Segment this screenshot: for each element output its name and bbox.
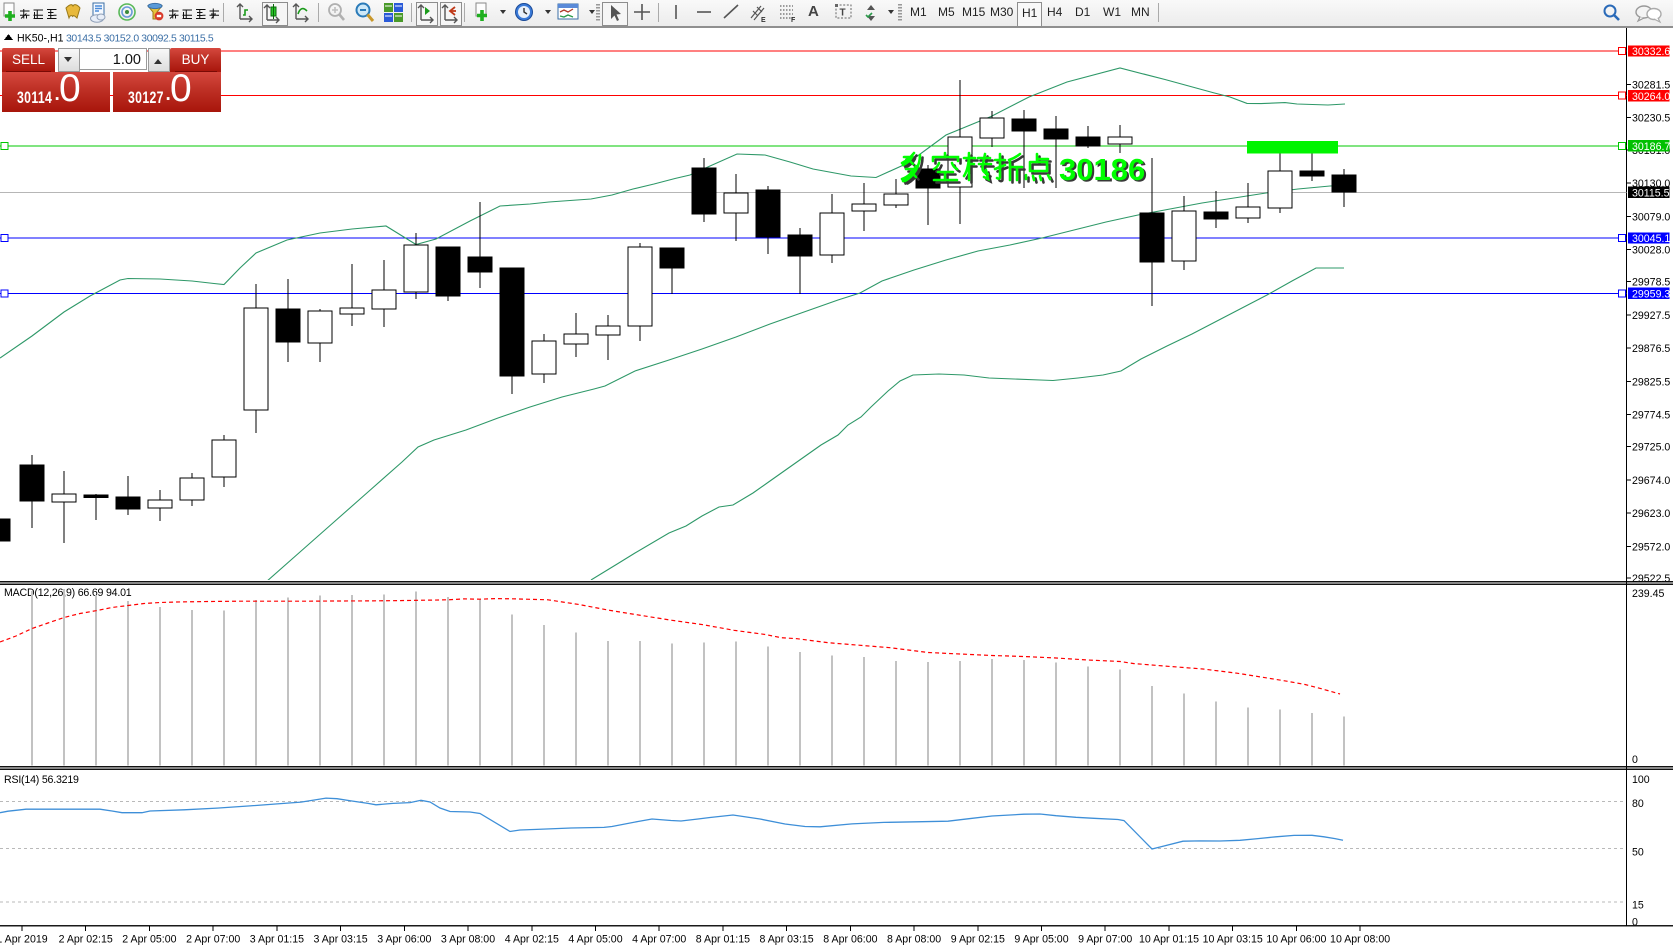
svg-text:30143.5 30152.0 30092.5 30115.: 30143.5 30152.0 30092.5 30115.5 bbox=[66, 34, 214, 45]
svg-text:30028.0: 30028.0 bbox=[1632, 245, 1670, 257]
svg-text:50: 50 bbox=[1632, 847, 1644, 859]
svg-text:8 Apr 08:00: 8 Apr 08:00 bbox=[887, 934, 941, 946]
svg-text:4 Apr 07:00: 4 Apr 07:00 bbox=[632, 934, 686, 946]
svg-text:4 Apr 02:15: 4 Apr 02:15 bbox=[505, 934, 559, 946]
svg-text:100: 100 bbox=[1632, 774, 1650, 786]
svg-text:2 Apr 07:00: 2 Apr 07:00 bbox=[186, 934, 240, 946]
svg-text:3 Apr 01:15: 3 Apr 01:15 bbox=[250, 934, 304, 946]
svg-text:29959.3: 29959.3 bbox=[1632, 289, 1670, 301]
svg-text:4 Apr 05:00: 4 Apr 05:00 bbox=[568, 934, 622, 946]
svg-text:29623.0: 29623.0 bbox=[1632, 508, 1670, 520]
svg-text:10 Apr 08:00: 10 Apr 08:00 bbox=[1330, 934, 1390, 946]
svg-text:29522.5: 29522.5 bbox=[1632, 573, 1670, 585]
svg-text:29978.5: 29978.5 bbox=[1632, 277, 1670, 289]
svg-text:T: T bbox=[840, 8, 846, 19]
svg-text:2 Apr 02:15: 2 Apr 02:15 bbox=[59, 934, 113, 946]
svg-text:3 Apr 03:15: 3 Apr 03:15 bbox=[313, 934, 367, 946]
svg-text:29725.0: 29725.0 bbox=[1632, 442, 1670, 454]
svg-text:3 Apr 06:00: 3 Apr 06:00 bbox=[377, 934, 431, 946]
svg-text:3 Apr 08:00: 3 Apr 08:00 bbox=[441, 934, 495, 946]
svg-text:29825.5: 29825.5 bbox=[1632, 376, 1670, 388]
svg-text:30264.0: 30264.0 bbox=[1632, 91, 1670, 103]
svg-text:9 Apr 02:15: 9 Apr 02:15 bbox=[951, 934, 1005, 946]
svg-text:29674.0: 29674.0 bbox=[1632, 475, 1670, 487]
svg-text:30045.1: 30045.1 bbox=[1632, 233, 1670, 245]
svg-text:0: 0 bbox=[1632, 754, 1638, 766]
svg-text:30281.5: 30281.5 bbox=[1632, 80, 1670, 92]
svg-text:30332.6: 30332.6 bbox=[1632, 46, 1670, 58]
svg-text:RSI(14) 56.3219: RSI(14) 56.3219 bbox=[4, 774, 79, 786]
svg-text:10 Apr 03:15: 10 Apr 03:15 bbox=[1203, 934, 1263, 946]
svg-text:9 Apr 05:00: 9 Apr 05:00 bbox=[1014, 934, 1068, 946]
svg-text:29876.5: 29876.5 bbox=[1632, 343, 1670, 355]
svg-text:MACD(12,26,9) 66.69 94.01: MACD(12,26,9) 66.69 94.01 bbox=[4, 587, 132, 599]
svg-text:E: E bbox=[761, 17, 766, 24]
svg-text:10 Apr 01:15: 10 Apr 01:15 bbox=[1139, 934, 1199, 946]
svg-text:1 Apr 2019: 1 Apr 2019 bbox=[0, 934, 48, 946]
svg-text:29572.0: 29572.0 bbox=[1632, 541, 1670, 553]
svg-text:30186.7: 30186.7 bbox=[1632, 141, 1670, 153]
svg-text:30079.0: 30079.0 bbox=[1632, 211, 1670, 223]
svg-text:8 Apr 03:15: 8 Apr 03:15 bbox=[759, 934, 813, 946]
svg-text:9 Apr 07:00: 9 Apr 07:00 bbox=[1078, 934, 1132, 946]
svg-text:HK50-,H1: HK50-,H1 bbox=[17, 33, 64, 45]
svg-text:2 Apr 05:00: 2 Apr 05:00 bbox=[122, 934, 176, 946]
svg-text:80: 80 bbox=[1632, 798, 1644, 810]
svg-text:29927.5: 29927.5 bbox=[1632, 310, 1670, 322]
svg-text:30186: 30186 bbox=[1059, 152, 1145, 187]
svg-text:10 Apr 06:00: 10 Apr 06:00 bbox=[1266, 934, 1326, 946]
svg-text:8 Apr 01:15: 8 Apr 01:15 bbox=[696, 934, 750, 946]
svg-text:8 Apr 06:00: 8 Apr 06:00 bbox=[823, 934, 877, 946]
svg-text:29774.5: 29774.5 bbox=[1632, 410, 1670, 422]
svg-text:30230.5: 30230.5 bbox=[1632, 113, 1670, 125]
svg-text:239.45: 239.45 bbox=[1632, 588, 1665, 600]
svg-text:0: 0 bbox=[1632, 917, 1638, 929]
svg-text:15: 15 bbox=[1632, 900, 1644, 912]
svg-text:30186: 30186 bbox=[1061, 154, 1147, 189]
svg-text:30115.5: 30115.5 bbox=[1632, 188, 1670, 200]
svg-text:F: F bbox=[791, 17, 796, 24]
